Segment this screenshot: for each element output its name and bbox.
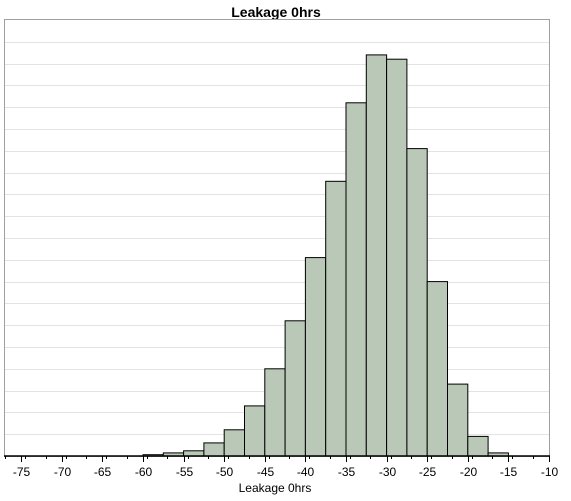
histogram-bar (183, 450, 205, 457)
x-tick-label: -65 (94, 465, 112, 479)
x-tick-label: -10 (541, 465, 559, 479)
histogram-bars (142, 54, 509, 457)
x-tick-label: -40 (297, 465, 315, 479)
histogram-bar (365, 54, 388, 457)
x-tick-label: -30 (379, 465, 397, 479)
x-axis-ticks: -75 -70 -65 -60 -55 -50 -45 -40 -35 -30 -25 -20 -15 -… (5, 456, 559, 479)
x-tick-label: -70 (54, 465, 72, 479)
x-axis-label: Leakage 0hrs (239, 481, 312, 495)
histogram-bar (386, 58, 408, 457)
x-tick-label: -35 (338, 465, 356, 479)
histogram-bar (284, 320, 306, 457)
x-tick-label: -20 (460, 465, 478, 479)
histogram-bar (325, 180, 347, 457)
x-tick-label: -75 (13, 465, 31, 479)
histogram-bar (244, 405, 266, 457)
histogram-bar (304, 257, 327, 457)
x-tick-label: -55 (176, 465, 194, 479)
x-tick-label: -45 (257, 465, 275, 479)
histogram-bar (426, 281, 449, 457)
histogram-bar (345, 102, 367, 457)
histogram-bar (467, 435, 489, 457)
x-tick-label: -15 (500, 465, 518, 479)
grid-lines (5, 42, 549, 435)
histogram-bar (223, 429, 245, 457)
chart-title: Leakage 0hrs (231, 4, 321, 20)
histogram-bar (406, 148, 428, 457)
x-tick-label: -60 (135, 465, 153, 479)
histogram-bar (447, 383, 469, 457)
x-tick-label: -25 (419, 465, 437, 479)
histogram-bar (203, 442, 225, 457)
x-tick-label: -50 (216, 465, 234, 479)
histogram-bar (264, 368, 286, 457)
